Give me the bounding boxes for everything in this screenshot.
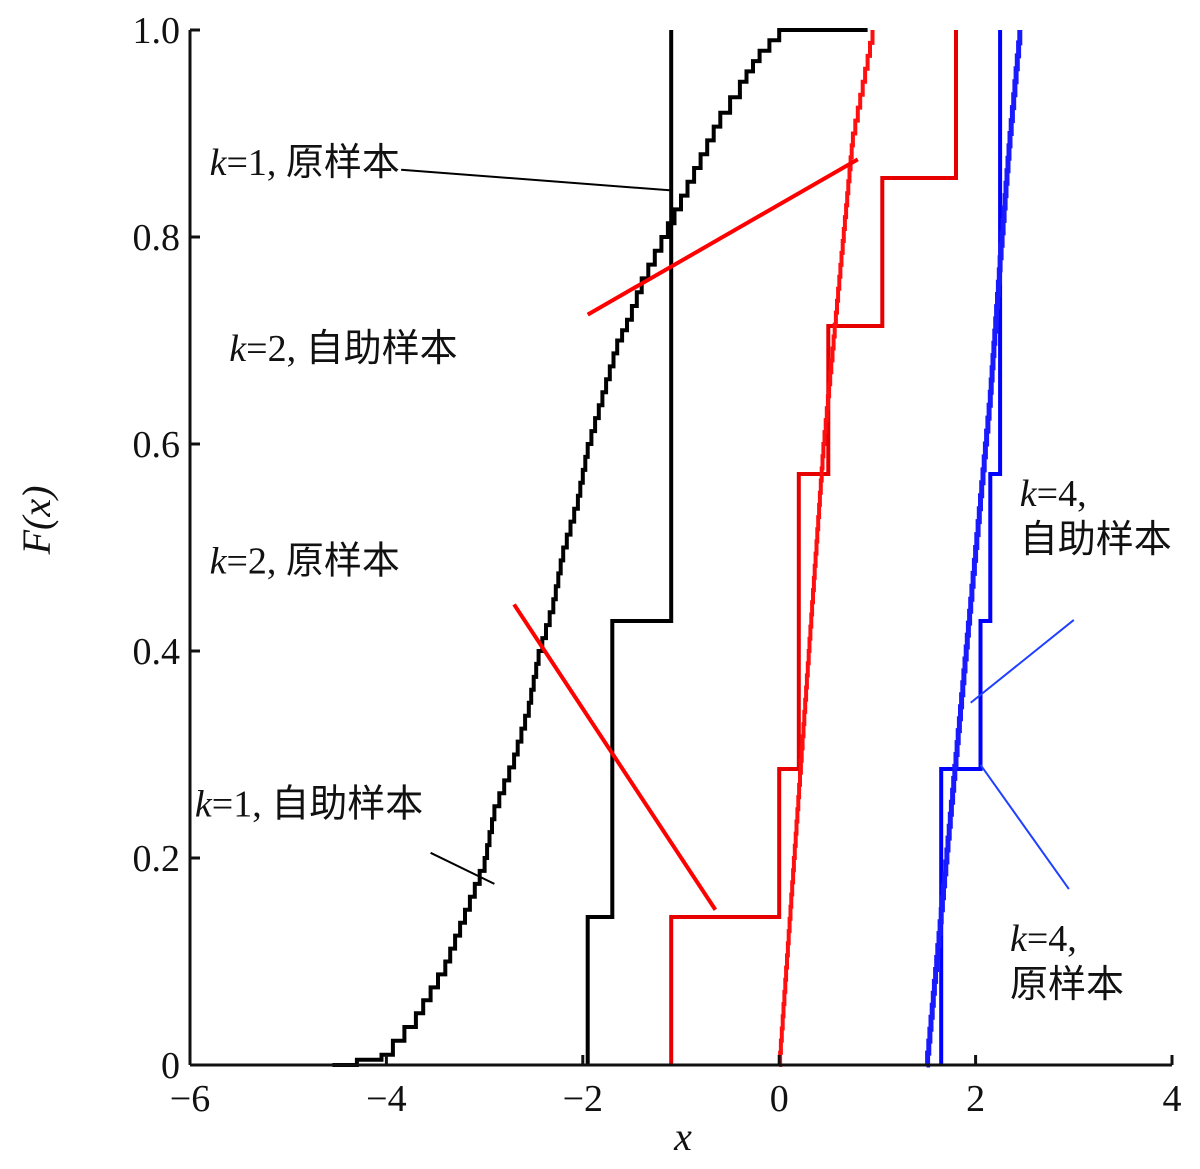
y-tick-label: 0 — [161, 1045, 180, 1087]
annotation-label-k2-boot: k=2, 自助样本 — [229, 328, 457, 370]
series-line-5 — [939, 30, 1003, 1065]
y-tick-label: 0.2 — [133, 838, 181, 880]
annotation-leader-line — [430, 851, 495, 885]
y-tick-label: 1.0 — [133, 10, 181, 52]
annotation-leader-line — [512, 603, 718, 911]
series-line-2 — [332, 28, 868, 1067]
annotation-label-k4-orig: k=4,原样本 — [1010, 918, 1124, 1006]
x-tick-label: −2 — [563, 1078, 603, 1120]
series-line-4 — [778, 30, 875, 1067]
y-tick-label: 0.4 — [133, 631, 181, 673]
series-line-1 — [585, 30, 674, 1065]
series-line-3 — [669, 30, 958, 1065]
axes-layer — [188, 30, 1172, 1067]
annotation-leader-line — [586, 157, 859, 317]
annotation-label-k2-orig: k=2, 原样本 — [210, 540, 400, 582]
x-axis-title: x — [673, 1114, 692, 1159]
x-tick-label: 4 — [1163, 1078, 1182, 1120]
y-tick-label: 0.6 — [133, 424, 181, 466]
annotation-label-k1-orig: k=1, 原样本 — [210, 142, 400, 184]
x-tick-label: −4 — [366, 1078, 406, 1120]
ticks-layer: −6 −4 −2 0 2 4 0 0.2 0.4 0.6 0.8 1.0 — [133, 10, 1182, 1120]
annotation-layer: k=1, 原样本 k=2, 自助样本 k=2, 原样本 k=1, 自助样本 k=4,自助… — [195, 142, 1172, 1006]
annotation-label-k4-boot: k=4,自助样本 — [1020, 473, 1172, 561]
series-line-6 — [925, 30, 1023, 1068]
x-tick-label: −6 — [170, 1078, 210, 1120]
y-axis-title: F(x) — [14, 486, 59, 556]
annotation-label-k1-boot: k=1, 自助样本 — [195, 784, 423, 826]
x-tick-label: 2 — [966, 1078, 985, 1120]
annotation-leader-line — [979, 764, 1070, 890]
y-tick-label: 0.8 — [133, 217, 181, 259]
annotation-leader-line — [401, 168, 672, 192]
annotation-leader-line — [970, 619, 1075, 704]
series-layer — [332, 28, 1023, 1068]
x-tick-label: 0 — [770, 1078, 789, 1120]
